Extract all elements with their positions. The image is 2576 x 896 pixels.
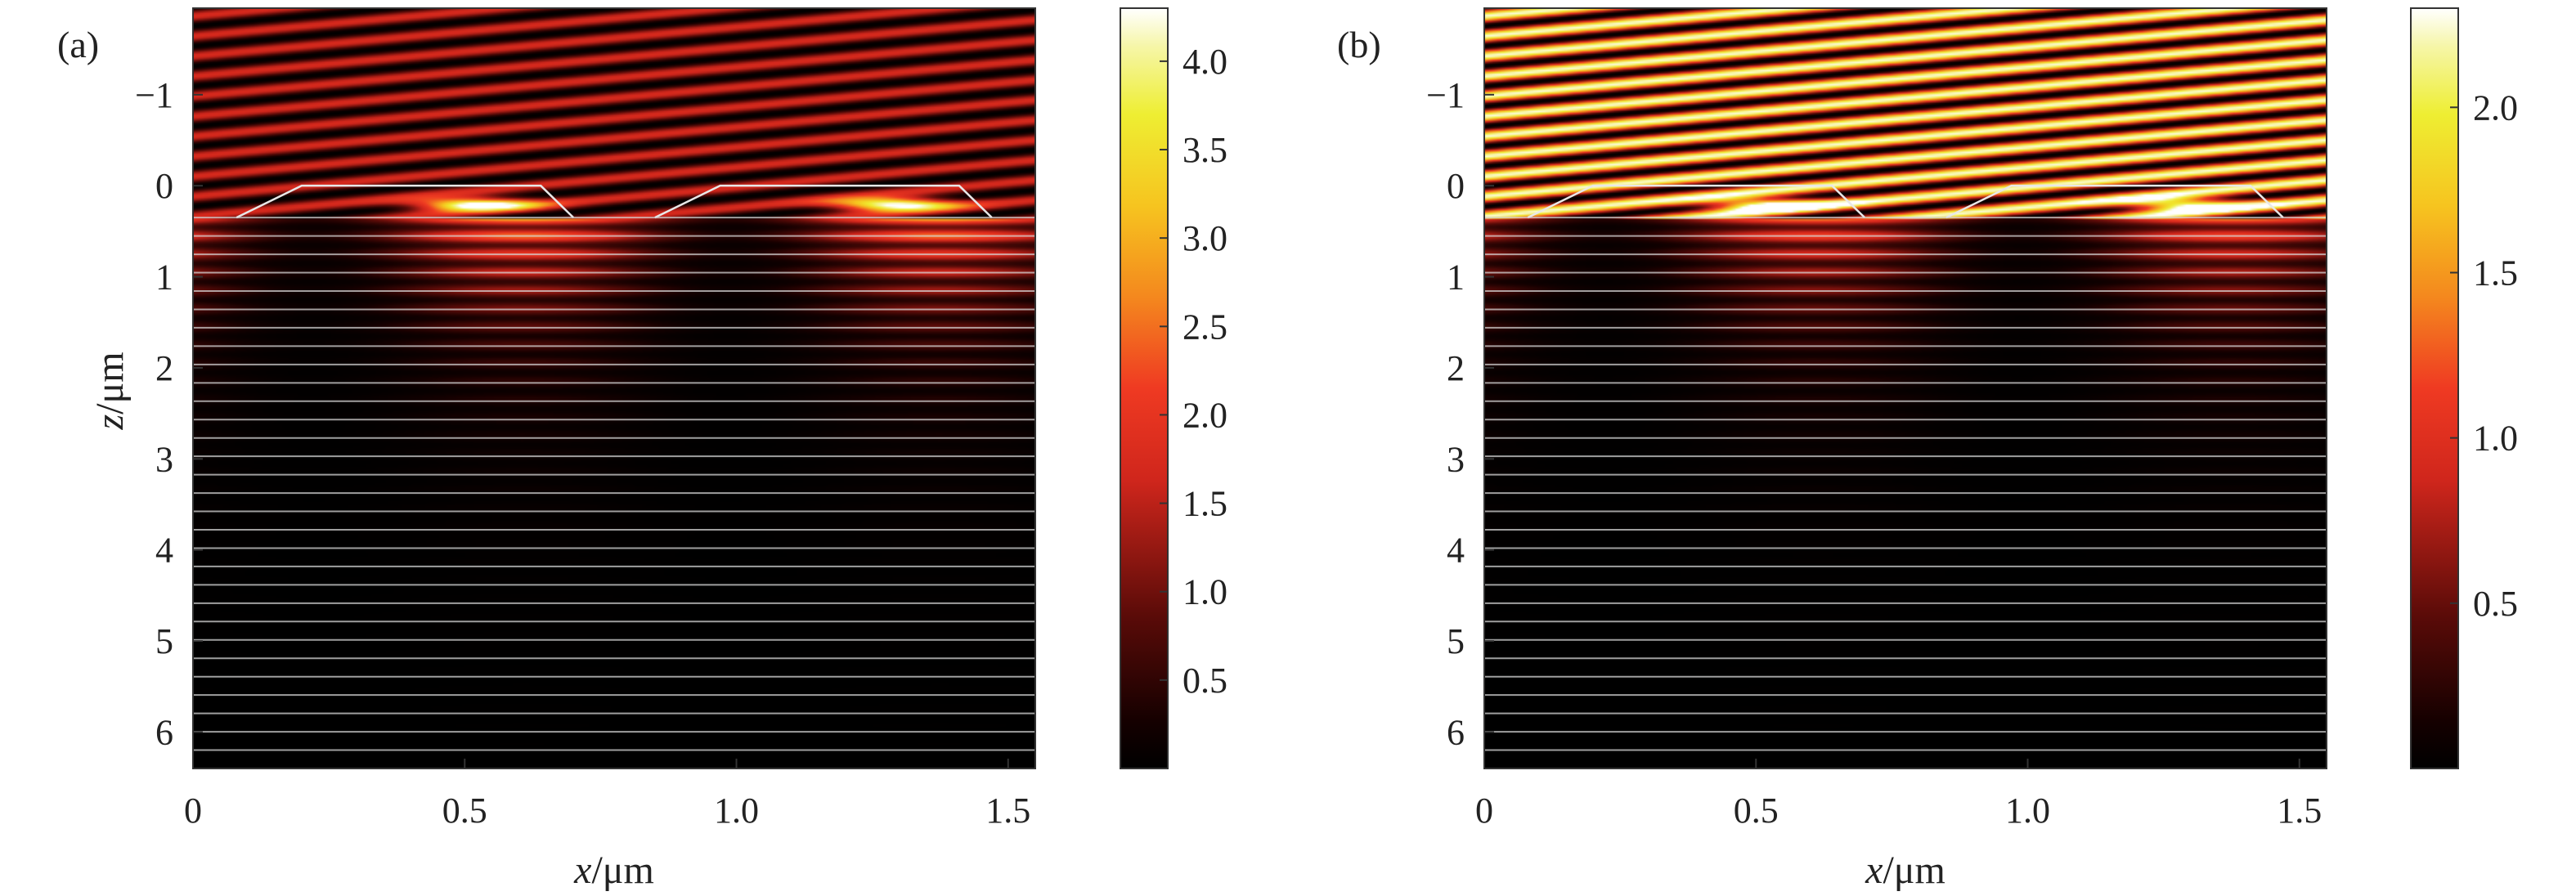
a-y-tick-label: 2 (155, 348, 173, 388)
panel-a-y-ticks: −1 0 1 2 3 4 5 6 (135, 75, 203, 752)
panel-a-x-axis-label: x/μm (573, 849, 654, 892)
a-grating-ridge (236, 184, 575, 219)
a-colorbar-tick-label: 3.0 (1183, 218, 1227, 258)
panel-b-colorbar-ticks: 0.5 1.0 1.5 2.0 (2450, 87, 2518, 624)
panel-b-grating-outline (1484, 184, 2327, 769)
b-y-tick-label: 4 (1447, 531, 1465, 571)
a-y-tick-label: 4 (155, 531, 173, 571)
b-y-tick-label: 1 (1447, 258, 1465, 298)
panel-a-y-axis-label: z/μm (88, 352, 132, 430)
panel-b-y-ticks: −1 0 1 2 3 4 5 6 (1426, 75, 1494, 752)
a-x-tick-label: 1.0 (714, 791, 759, 831)
a-x-tick-label: 0.5 (442, 791, 487, 831)
b-y-tick-label: 5 (1447, 621, 1465, 661)
b-colorbar-tick-label: 2.0 (2473, 87, 2518, 128)
a-x-tick-label: 1.5 (985, 791, 1030, 831)
panel-b: (b) −1 0 1 2 3 4 5 6 0 0.5 1.0 1.5 x/μm 0.5 1.0 1.5 2… (1337, 7, 2518, 892)
b-grating-ridge (1527, 184, 1866, 219)
a-y-tick-label: 6 (155, 712, 173, 752)
a-x-tick-label: 0 (184, 791, 202, 831)
a-colorbar-tick-label: 3.5 (1183, 130, 1227, 170)
a-y-tick-label: 1 (155, 258, 173, 298)
a-y-tick-label: 3 (155, 439, 173, 479)
a-colorbar-tick-label: 1.0 (1183, 572, 1227, 612)
panel-a-grating-outline (193, 184, 1035, 769)
panel-a-colorbar (1120, 7, 1169, 769)
b-x-tick-label: 0 (1475, 791, 1493, 831)
a-colorbar-tick-label: 2.5 (1183, 307, 1227, 347)
b-y-tick-label: −1 (1426, 75, 1465, 115)
b-x-tick-label: 1.5 (2277, 791, 2322, 831)
b-y-tick-label: 0 (1447, 166, 1465, 206)
a-colorbar-tick-label: 1.5 (1183, 484, 1227, 524)
panel-a-x-ticks: 0 0.5 1.0 1.5 (184, 759, 1030, 831)
panel-b-tag: (b) (1337, 24, 1381, 65)
panel-a-colorbar-ticks: 0.5 1.0 1.5 2.0 2.5 3.0 3.5 4.0 (1160, 42, 1227, 701)
a-colorbar-tick-label: 0.5 (1183, 661, 1227, 701)
b-x-tick-label: 0.5 (1734, 791, 1779, 831)
a-grating-ridge (654, 184, 993, 219)
b-grating-ridge (1945, 184, 2284, 219)
a-y-tick-label: 5 (155, 621, 173, 661)
panel-b-colorbar (2410, 7, 2459, 769)
panel-a-heatmap (193, 8, 1035, 768)
panel-a-plot-frame (192, 7, 1036, 769)
b-y-tick-label: 3 (1447, 439, 1465, 479)
a-colorbar-tick-label: 4.0 (1183, 42, 1227, 82)
b-y-tick-label: 2 (1447, 348, 1465, 388)
a-y-tick-label: −1 (135, 75, 173, 115)
panel-b-plot-frame (1483, 7, 2327, 769)
b-colorbar-tick-label: 1.5 (2473, 253, 2518, 293)
panel-b-x-ticks: 0 0.5 1.0 1.5 (1475, 759, 2322, 831)
panel-a: (a) −1 0 1 2 3 4 5 6 0 0.5 1.0 1.5 x/μm z/μm 0.5 1.… (57, 7, 1227, 892)
b-colorbar-tick-label: 1.0 (2473, 419, 2518, 459)
a-y-tick-label: 0 (155, 166, 173, 206)
b-x-tick-label: 1.0 (2005, 791, 2050, 831)
a-colorbar-tick-label: 2.0 (1183, 395, 1227, 435)
b-colorbar-tick-label: 0.5 (2473, 584, 2518, 624)
panel-b-x-axis-label: x/μm (1865, 849, 1945, 892)
panel-b-heatmap (1484, 8, 2327, 768)
b-y-tick-label: 6 (1447, 712, 1465, 752)
panel-a-tag: (a) (57, 24, 99, 65)
